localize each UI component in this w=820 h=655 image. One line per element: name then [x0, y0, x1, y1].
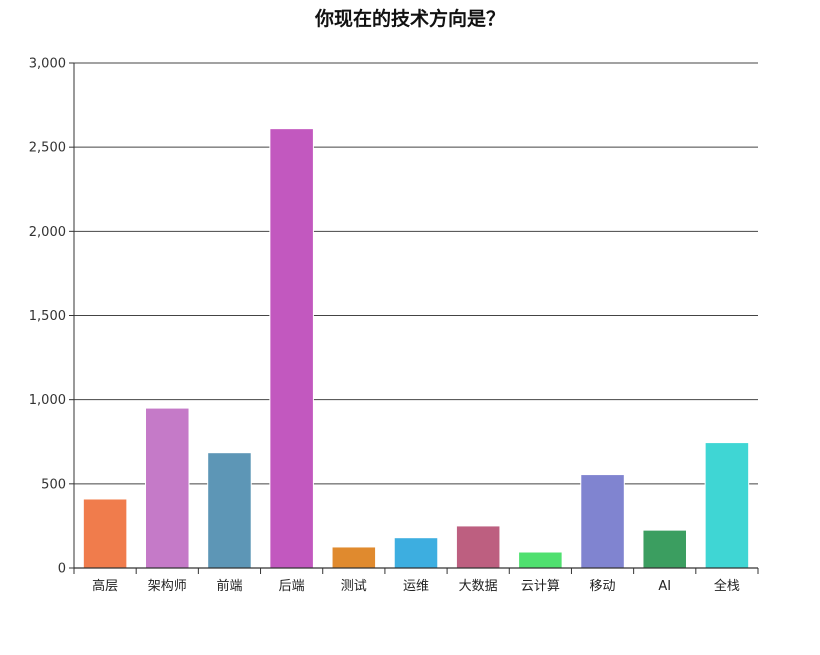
y-axis-ticks: 0 500 1,000 1,500 2,000 2,500 3,000: [29, 57, 74, 577]
y-tick-label: 2,500: [29, 141, 66, 156]
x-axis-ticks: 高层 架构师 前端 后端 测试 运维 大数据 云计算 移动 AI 全栈: [73, 568, 759, 594]
y-tick-label: 3,000: [29, 57, 66, 72]
y-tick-label: 1,000: [29, 393, 66, 408]
x-tick-label: 运维: [403, 579, 429, 594]
bar-8: [518, 551, 563, 569]
chart-title: 你现在的技术方向是？: [314, 8, 505, 30]
bar-11: [704, 442, 750, 569]
y-tick-label: 1,500: [29, 309, 66, 324]
bar-4: [269, 128, 314, 569]
bar-1: [82, 498, 128, 569]
bar-10: [642, 529, 687, 569]
x-tick-label: AI: [658, 579, 671, 594]
x-tick-label: 移动: [590, 579, 616, 594]
bar-9: [580, 474, 625, 569]
bar-2: [145, 407, 190, 569]
y-tick-label: 2,000: [29, 225, 66, 240]
x-tick-label: 后端: [279, 579, 305, 594]
bars: [82, 128, 750, 569]
x-tick-label: 测试: [341, 579, 367, 594]
x-tick-label: 全栈: [714, 578, 740, 594]
x-tick-label: 前端: [216, 578, 242, 594]
y-tick-label: 0: [58, 562, 66, 577]
bar-7: [455, 525, 501, 569]
bar-3: [207, 452, 252, 569]
y-tick-label: 500: [41, 477, 66, 492]
grid-lines: [74, 62, 758, 485]
x-tick-label: 大数据: [459, 579, 498, 594]
x-tick-label: 云计算: [521, 579, 560, 594]
bar-5: [331, 546, 377, 569]
x-tick-label: 高层: [92, 578, 118, 594]
bar-6: [393, 537, 439, 569]
x-tick-label: 架构师: [148, 579, 187, 594]
